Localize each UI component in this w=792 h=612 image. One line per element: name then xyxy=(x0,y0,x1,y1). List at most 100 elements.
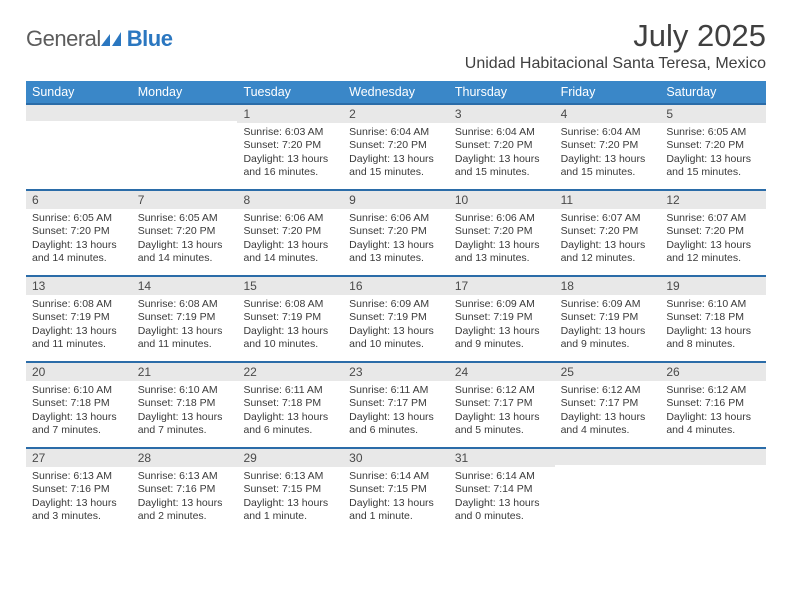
cell-body: Sunrise: 6:11 AMSunset: 7:18 PMDaylight:… xyxy=(237,381,343,444)
sunrise-line: Sunrise: 6:04 AM xyxy=(455,126,549,139)
sunset-line: Sunset: 7:16 PM xyxy=(138,483,232,496)
cell-body: Sunrise: 6:09 AMSunset: 7:19 PMDaylight:… xyxy=(555,295,661,358)
sunrise-line: Sunrise: 6:11 AM xyxy=(243,384,337,397)
cell-body: Sunrise: 6:06 AMSunset: 7:20 PMDaylight:… xyxy=(449,209,555,272)
day-of-week-header: Sunday Monday Tuesday Wednesday Thursday… xyxy=(26,81,766,103)
sunset-line: Sunset: 7:20 PM xyxy=(666,139,760,152)
day-number-bar: 22 xyxy=(237,361,343,381)
sunset-line: Sunset: 7:18 PM xyxy=(32,397,126,410)
day-number: 29 xyxy=(243,451,337,465)
dow-friday: Friday xyxy=(555,81,661,103)
day-number-bar: 11 xyxy=(555,189,661,209)
cell-body: Sunrise: 6:09 AMSunset: 7:19 PMDaylight:… xyxy=(449,295,555,358)
day-number-bar: 18 xyxy=(555,275,661,295)
day-number-bar: 19 xyxy=(660,275,766,295)
daylight-line: Daylight: 13 hours and 10 minutes. xyxy=(349,325,443,352)
day-number-bar: 12 xyxy=(660,189,766,209)
sunrise-line: Sunrise: 6:12 AM xyxy=(666,384,760,397)
day-number-bar: 16 xyxy=(343,275,449,295)
day-number-bar: 14 xyxy=(132,275,238,295)
calendar-cell: 2Sunrise: 6:04 AMSunset: 7:20 PMDaylight… xyxy=(343,103,449,189)
daylight-line: Daylight: 13 hours and 7 minutes. xyxy=(32,411,126,438)
day-number: 22 xyxy=(243,365,337,379)
calendar-cell: 28Sunrise: 6:13 AMSunset: 7:16 PMDayligh… xyxy=(132,447,238,533)
day-number: 12 xyxy=(666,193,760,207)
day-number-bar: 3 xyxy=(449,103,555,123)
title-block: July 2025 Unidad Habitacional Santa Tere… xyxy=(465,18,766,73)
sunrise-line: Sunrise: 6:10 AM xyxy=(138,384,232,397)
cell-body: Sunrise: 6:11 AMSunset: 7:17 PMDaylight:… xyxy=(343,381,449,444)
daylight-line: Daylight: 13 hours and 6 minutes. xyxy=(349,411,443,438)
day-number: 4 xyxy=(561,107,655,121)
sunset-line: Sunset: 7:17 PM xyxy=(349,397,443,410)
sunrise-line: Sunrise: 6:08 AM xyxy=(138,298,232,311)
cell-body: Sunrise: 6:08 AMSunset: 7:19 PMDaylight:… xyxy=(237,295,343,358)
daylight-line: Daylight: 13 hours and 6 minutes. xyxy=(243,411,337,438)
daylight-line: Daylight: 13 hours and 9 minutes. xyxy=(455,325,549,352)
sunrise-line: Sunrise: 6:10 AM xyxy=(32,384,126,397)
day-number: 26 xyxy=(666,365,760,379)
daylight-line: Daylight: 13 hours and 14 minutes. xyxy=(138,239,232,266)
day-number-bar: 8 xyxy=(237,189,343,209)
calendar-cell: 22 Sunrise: 6:11 AMSunset: 7:18 PMDayligh… xyxy=(237,361,343,447)
weeks-container: 1Sunrise: 6:03 AMSunset: 7:20 PMDaylight… xyxy=(26,103,766,533)
daylight-line: Daylight: 13 hours and 16 minutes. xyxy=(243,153,337,180)
calendar-cell: 6Sunrise: 6:05 AMSunset: 7:20 PMDaylight… xyxy=(26,189,132,275)
sunset-line: Sunset: 7:19 PM xyxy=(349,311,443,324)
sunset-line: Sunset: 7:20 PM xyxy=(561,225,655,238)
day-number: 28 xyxy=(138,451,232,465)
cell-body: Sunrise: 6:08 AMSunset: 7:19 PMDaylight:… xyxy=(132,295,238,358)
calendar-cell: 23 Sunrise: 6:11 AMSunset: 7:17 PMDayligh… xyxy=(343,361,449,447)
day-number-bar: 26 xyxy=(660,361,766,381)
sunset-line: Sunset: 7:20 PM xyxy=(349,225,443,238)
day-number-bar: 2 xyxy=(343,103,449,123)
daylight-line: Daylight: 13 hours and 12 minutes. xyxy=(561,239,655,266)
sunrise-line: Sunrise: 6:12 AM xyxy=(561,384,655,397)
logo: General Blue xyxy=(26,18,172,52)
day-number: 7 xyxy=(138,193,232,207)
cell-body: Sunrise: 6:10 AMSunset: 7:18 PMDaylight:… xyxy=(660,295,766,358)
day-number: 2 xyxy=(349,107,443,121)
day-number: 3 xyxy=(455,107,549,121)
calendar-cell-empty xyxy=(26,103,132,189)
calendar-cell: 9Sunrise: 6:06 AMSunset: 7:20 PMDaylight… xyxy=(343,189,449,275)
week-row: 1Sunrise: 6:03 AMSunset: 7:20 PMDaylight… xyxy=(26,103,766,189)
day-number-bar xyxy=(132,103,238,121)
calendar-cell: 7Sunrise: 6:05 AMSunset: 7:20 PMDaylight… xyxy=(132,189,238,275)
logo-text-general: General xyxy=(26,26,101,52)
day-number-bar: 13 xyxy=(26,275,132,295)
sunset-line: Sunset: 7:20 PM xyxy=(666,225,760,238)
day-number: 31 xyxy=(455,451,549,465)
day-number: 23 xyxy=(349,365,443,379)
day-number-bar xyxy=(660,447,766,465)
sunset-line: Sunset: 7:15 PM xyxy=(349,483,443,496)
day-number: 13 xyxy=(32,279,126,293)
calendar-cell: 1Sunrise: 6:03 AMSunset: 7:20 PMDaylight… xyxy=(237,103,343,189)
daylight-line: Daylight: 13 hours and 14 minutes. xyxy=(243,239,337,266)
daylight-line: Daylight: 13 hours and 1 minute. xyxy=(349,497,443,524)
dow-thursday: Thursday xyxy=(449,81,555,103)
sunrise-line: Sunrise: 6:06 AM xyxy=(243,212,337,225)
calendar-cell: 3 Sunrise: 6:04 AMSunset: 7:20 PMDaylight… xyxy=(449,103,555,189)
day-number-bar: 29 xyxy=(237,447,343,467)
sunset-line: Sunset: 7:18 PM xyxy=(243,397,337,410)
cell-body: Sunrise: 6:08 AMSunset: 7:19 PMDaylight:… xyxy=(26,295,132,358)
day-number: 18 xyxy=(561,279,655,293)
calendar-cell-empty xyxy=(660,447,766,533)
day-number-bar: 15 xyxy=(237,275,343,295)
day-number-bar: 5 xyxy=(660,103,766,123)
day-number: 24 xyxy=(455,365,549,379)
calendar-cell: 13 Sunrise: 6:08 AMSunset: 7:19 PMDayligh… xyxy=(26,275,132,361)
day-number-bar: 23 xyxy=(343,361,449,381)
day-number: 15 xyxy=(243,279,337,293)
daylight-line: Daylight: 13 hours and 11 minutes. xyxy=(138,325,232,352)
day-number: 20 xyxy=(32,365,126,379)
sunset-line: Sunset: 7:20 PM xyxy=(243,225,337,238)
week-row: 20Sunrise: 6:10 AMSunset: 7:18 PMDayligh… xyxy=(26,361,766,447)
cell-body: Sunrise: 6:04 AMSunset: 7:20 PMDaylight:… xyxy=(449,123,555,186)
sunset-line: Sunset: 7:20 PM xyxy=(138,225,232,238)
dow-wednesday: Wednesday xyxy=(343,81,449,103)
daylight-line: Daylight: 13 hours and 11 minutes. xyxy=(32,325,126,352)
day-number-bar: 10 xyxy=(449,189,555,209)
sunrise-line: Sunrise: 6:09 AM xyxy=(349,298,443,311)
